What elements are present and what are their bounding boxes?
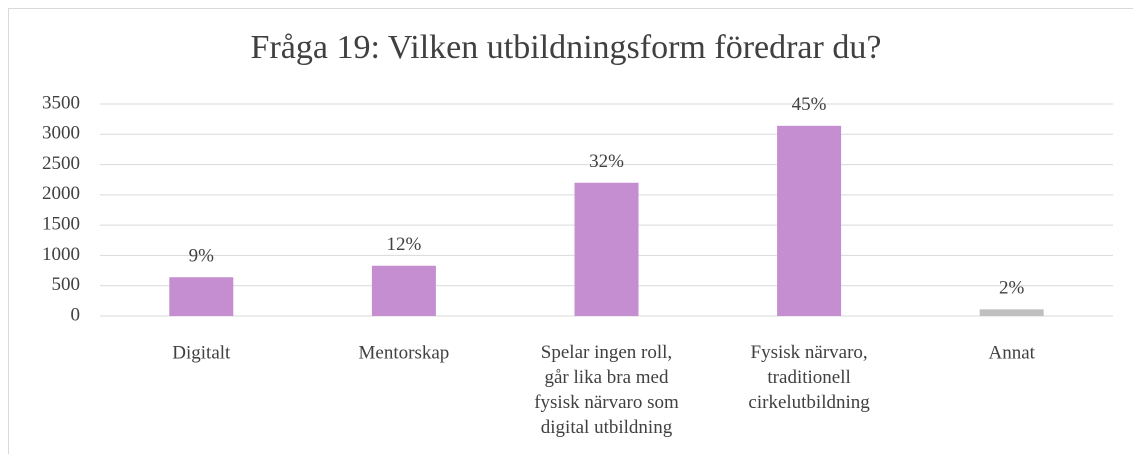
y-tick-label: 2000: [42, 183, 80, 204]
x-tick-label: Mentorskap: [359, 342, 450, 363]
data-label: 9%: [189, 246, 215, 267]
x-tick-label: Digitalt: [172, 342, 231, 363]
y-tick-label: 1500: [42, 214, 80, 235]
y-tick-label: 1000: [42, 244, 80, 265]
data-label: 45%: [792, 94, 827, 115]
x-tick-label: Annat: [988, 342, 1035, 363]
chart-title: Fråga 19: Vilken utbildningsform föredra…: [251, 29, 882, 66]
y-tick-label: 0: [71, 304, 81, 325]
y-tick-label: 3000: [42, 123, 80, 144]
data-label: 32%: [589, 151, 624, 172]
y-tick-label: 2500: [42, 153, 80, 174]
bar: [371, 265, 436, 316]
x-tick-label: Fysisk närvaro, traditionell cirkelutbildn…: [748, 342, 870, 413]
x-tick-label: Spelar ingen roll, går lika bra med fysisk…: [534, 342, 679, 438]
y-tick-label: 500: [52, 274, 81, 295]
bar: [574, 182, 639, 316]
bar: [777, 125, 842, 316]
bar: [169, 277, 234, 316]
data-label: 12%: [386, 234, 421, 255]
y-tick-label: 3500: [42, 92, 80, 113]
chart-frame: [8, 8, 1133, 454]
bar: [979, 309, 1044, 316]
data-label: 2%: [999, 278, 1025, 299]
